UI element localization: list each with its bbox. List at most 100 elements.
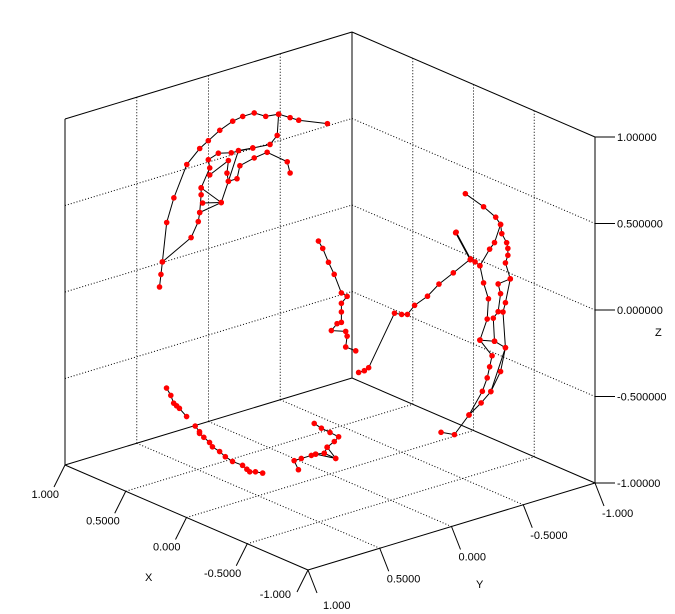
data-point [264, 149, 270, 156]
grid-line [64, 204, 353, 293]
data-point [295, 466, 302, 473]
data-point [478, 400, 484, 406]
data-point [484, 316, 491, 322]
data-point [491, 338, 498, 345]
data-point [502, 344, 509, 351]
y-tick-label: 0.5000 [387, 573, 421, 585]
y-tick-label: 0.000 [459, 552, 487, 564]
data-point [355, 369, 362, 376]
data-point [163, 385, 170, 391]
data-point [216, 448, 223, 455]
z-tick-label: -1.00000 [617, 478, 660, 490]
data-point [251, 110, 258, 116]
data-point [497, 368, 504, 375]
data-point [502, 260, 509, 266]
data-point [338, 319, 345, 326]
grid-line [247, 456, 535, 545]
data-point [168, 392, 174, 399]
z-tick-label: 1.00000 [617, 132, 657, 144]
data-point [338, 290, 345, 296]
data-point [196, 145, 203, 152]
data-point [235, 147, 242, 154]
data-point [492, 214, 499, 220]
grid-lines [64, 53, 596, 549]
data-point [404, 311, 411, 318]
data-point [284, 158, 291, 165]
data-point [498, 230, 505, 237]
data-point [159, 259, 166, 265]
data-point [324, 444, 330, 450]
data-polyline [159, 112, 328, 288]
data-point [234, 175, 240, 182]
x-tick-label: -1.000 [260, 589, 291, 601]
y-tick [307, 569, 318, 594]
data-point [486, 246, 493, 252]
data-point [391, 310, 398, 316]
data-point [274, 132, 280, 139]
data-point [338, 309, 345, 315]
data-point [361, 367, 368, 374]
data-point [488, 388, 494, 395]
data-point [477, 262, 483, 269]
z-tick-label: 0.000000 [617, 305, 663, 317]
y-tick-label: 1.000 [323, 600, 351, 612]
data-point [183, 161, 190, 168]
data-point [163, 219, 170, 226]
data-point [466, 412, 472, 418]
box-edge [64, 377, 353, 466]
data-point [239, 462, 246, 469]
data-point [196, 209, 203, 216]
data-point [450, 270, 457, 276]
data-point [195, 218, 202, 225]
data-point [331, 438, 338, 445]
data-point [156, 284, 163, 290]
data-polyline [162, 114, 280, 263]
data-point [239, 113, 246, 120]
data-point [205, 137, 212, 144]
data-point [321, 450, 328, 457]
grid-line [351, 204, 596, 311]
data-point [497, 290, 504, 297]
grid-line [186, 430, 474, 518]
data-point [308, 452, 315, 459]
data-point [500, 309, 506, 315]
y-axis-label: Y [476, 579, 484, 591]
data-point [486, 364, 493, 370]
data-point [222, 453, 229, 460]
grid-line [208, 421, 452, 527]
data-point [331, 271, 338, 278]
y-tick [594, 482, 605, 507]
data-point [262, 113, 269, 120]
grid-line [136, 442, 380, 549]
data-point [451, 431, 458, 438]
data-point [472, 259, 478, 265]
data-polyline [194, 425, 263, 474]
x-tick [235, 543, 248, 566]
data-point [252, 469, 259, 475]
data-point [489, 352, 495, 359]
data-point [287, 170, 293, 176]
data-point [490, 315, 497, 322]
data-point [196, 430, 203, 437]
data-point [312, 451, 319, 457]
axes-box [64, 31, 596, 571]
axis-ticks: 1.000 0.5000 0.000 -0.5000 -1.000 1.000 0.5000… [31, 132, 666, 612]
data-polyline [440, 193, 511, 436]
data-point [327, 429, 333, 436]
data-point [218, 199, 225, 206]
data-point [338, 300, 345, 307]
data-point [199, 200, 206, 206]
data-point [259, 470, 266, 476]
data-polyline [166, 387, 187, 417]
data-point [225, 157, 232, 164]
y-tick-label: -1.000 [602, 508, 633, 520]
data-point [319, 245, 326, 252]
data-point [480, 203, 487, 210]
data-point [224, 170, 230, 176]
box-edge [64, 31, 353, 120]
data-point [495, 281, 501, 287]
data-polyline [479, 224, 502, 266]
y-tick [379, 548, 390, 572]
